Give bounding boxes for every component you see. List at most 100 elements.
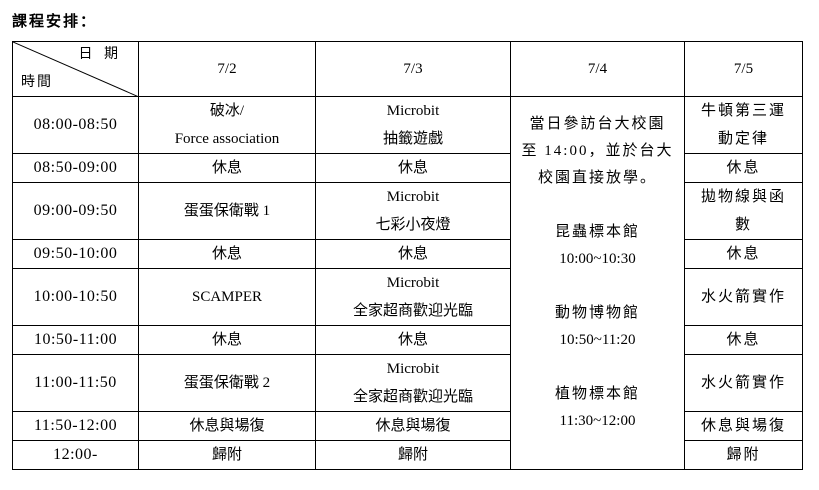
activity-cell-7-2: 休息與場復 [138, 411, 316, 441]
activity-cell-7-5: 休息 [684, 239, 803, 269]
activity-cell-7-2: SCAMPER [138, 268, 316, 326]
cell-line: 抽籤遊戲 [382, 131, 443, 147]
cell-line: 拋物線與函 [700, 189, 786, 205]
cell-line: 破冰/ [209, 103, 245, 119]
cell-line: 休息 [397, 246, 428, 262]
cell-line: 休息 [726, 160, 761, 176]
cell-line: SCAMPER [191, 289, 263, 305]
table-row: 11:00-11:50 蛋蛋保衛戰 2 Microbit 全家超商歡迎光臨 水火箭實作 [12, 354, 803, 412]
cell-line: 牛頓第三運 [700, 103, 786, 119]
cell-line: 數 [734, 217, 752, 233]
cell-line: 休息與場復 [700, 418, 786, 434]
activity-cell-7-5: 休息與場復 [684, 411, 803, 441]
table-row: 10:00-10:50 SCAMPER Microbit 全家超商歡迎光臨 水火箭實作 [12, 268, 803, 326]
time-slot: 09:50-10:00 [12, 239, 139, 269]
cell-line: Microbit [386, 361, 440, 377]
table-row: 08:50-09:00 休息 休息 休息 [12, 153, 803, 183]
activity-cell-7-2: 休息 [138, 239, 316, 269]
visit-day-cell: 當日參訪台大校園至 14:00，並於台大 校園直接放學。 昆蟲標本館 10:00~10… [510, 96, 685, 470]
cell-line: 歸附 [211, 447, 242, 463]
date-header: 7/2 [138, 41, 316, 97]
time-slot: 08:50-09:00 [12, 153, 139, 183]
table-row: 12:00- 歸附 歸附 歸附 [12, 440, 803, 470]
corner-header-cell: 日 期 時間 [12, 41, 139, 97]
visit-stop-time: 10:50~11:20 [559, 332, 636, 348]
activity-cell-7-2: 休息 [138, 325, 316, 355]
activity-cell-7-2: 蛋蛋保衛戰 1 [138, 182, 316, 240]
date-header: 7/3 [315, 41, 511, 97]
time-slot: 09:00-09:50 [12, 182, 139, 240]
activity-cell-7-5: 休息 [684, 325, 803, 355]
time-slot: 08:00-08:50 [12, 96, 139, 154]
table-row: 11:50-12:00 休息與場復 休息與場復 休息與場復 [12, 411, 803, 441]
schedule-table: 日 期 時間 7/2 7/3 7/4 7/5 08:00-08:50 破冰/For… [12, 41, 803, 470]
cell-line: 全家超商歡迎光臨 [352, 389, 473, 405]
time-label: 時間 [21, 75, 53, 90]
cell-line: 休息 [211, 332, 242, 348]
cell-line: Microbit [386, 189, 440, 205]
visit-stop-time: 10:00~10:30 [559, 251, 636, 267]
activity-cell-7-5: 水火箭實作 [684, 268, 803, 326]
section-title: 課程安排： [12, 14, 98, 30]
activity-cell-7-2: 蛋蛋保衛戰 2 [138, 354, 316, 412]
cell-line: 歸附 [397, 447, 428, 463]
cell-line: 休息 [726, 332, 761, 348]
time-slot: 11:00-11:50 [12, 354, 139, 412]
activity-cell-7-2: 破冰/Force association [138, 96, 316, 154]
activity-cell-7-3: 休息與場復 [315, 411, 511, 441]
time-slot: 10:50-11:00 [12, 325, 139, 355]
activity-cell-7-3: Microbit 抽籤遊戲 [315, 96, 511, 154]
time-slot: 11:50-12:00 [12, 411, 139, 441]
date-header: 7/5 [684, 41, 803, 97]
cell-line: Force association [174, 131, 280, 147]
cell-line: 休息 [211, 160, 242, 176]
table-row: 09:50-10:00 休息 休息 休息 [12, 239, 803, 269]
date-header: 7/4 [510, 41, 685, 97]
visit-stop-name: 動物博物館 [554, 305, 640, 321]
cell-line: 休息 [211, 246, 242, 262]
activity-cell-7-3: 歸附 [315, 440, 511, 470]
cell-line: 七彩小夜燈 [375, 217, 451, 233]
cell-line: 休息與場復 [375, 418, 451, 434]
visit-stop-name: 植物標本館 [554, 386, 640, 402]
visit-stop-time: 11:30~12:00 [559, 413, 636, 429]
cell-line: 歸附 [726, 447, 761, 463]
cell-line: 動定律 [717, 131, 769, 147]
activity-cell-7-3: 休息 [315, 239, 511, 269]
activity-cell-7-3: 休息 [315, 325, 511, 355]
visit-stop-name: 昆蟲標本館 [554, 224, 640, 240]
table-row: 08:00-08:50 破冰/Force association Microbit 抽… [12, 96, 803, 470]
cell-line: 全家超商歡迎光臨 [352, 303, 473, 319]
activity-cell-7-3: 休息 [315, 153, 511, 183]
visit-intro-line: 當日參訪台大校園 [529, 116, 666, 132]
visit-intro-line: 校園直接放學。 [537, 170, 657, 186]
activity-cell-7-2: 休息 [138, 153, 316, 183]
cell-line: Microbit [386, 275, 440, 291]
time-slot: 10:00-10:50 [12, 268, 139, 326]
cell-line: 水火箭實作 [700, 375, 786, 391]
time-slot: 12:00- [12, 440, 139, 470]
cell-line: 休息 [397, 160, 428, 176]
activity-cell-7-5: 休息 [684, 153, 803, 183]
activity-cell-7-3: Microbit 全家超商歡迎光臨 [315, 268, 511, 326]
diagonal-divider [13, 42, 139, 97]
table-row: 10:50-11:00 休息 休息 休息 [12, 325, 803, 355]
activity-cell-7-3: Microbit 七彩小夜燈 [315, 182, 511, 240]
activity-cell-7-3: Microbit 全家超商歡迎光臨 [315, 354, 511, 412]
visit-intro-line: 至 14:00，並於台大 [521, 143, 674, 159]
activity-cell-7-2: 歸附 [138, 440, 316, 470]
cell-line: 蛋蛋保衛戰 1 [183, 203, 271, 219]
activity-cell-7-5: 拋物線與函數 [684, 182, 803, 240]
cell-line: 水火箭實作 [700, 289, 786, 305]
activity-cell-7-5: 水火箭實作 [684, 354, 803, 412]
cell-line: 休息與場復 [189, 418, 265, 434]
header-row: 日 期 時間 7/2 7/3 7/4 7/5 [12, 41, 803, 97]
cell-line: Microbit [386, 103, 440, 119]
activity-cell-7-5: 牛頓第三運 動定律 [684, 96, 803, 154]
date-label: 日 期 [78, 47, 122, 62]
cell-line: 蛋蛋保衛戰 2 [183, 375, 271, 391]
table-row: 09:00-09:50 蛋蛋保衛戰 1 Microbit 七彩小夜燈 拋物線與函數 [12, 182, 803, 240]
cell-line: 休息 [726, 246, 761, 262]
cell-line: 休息 [397, 332, 428, 348]
activity-cell-7-5: 歸附 [684, 440, 803, 470]
